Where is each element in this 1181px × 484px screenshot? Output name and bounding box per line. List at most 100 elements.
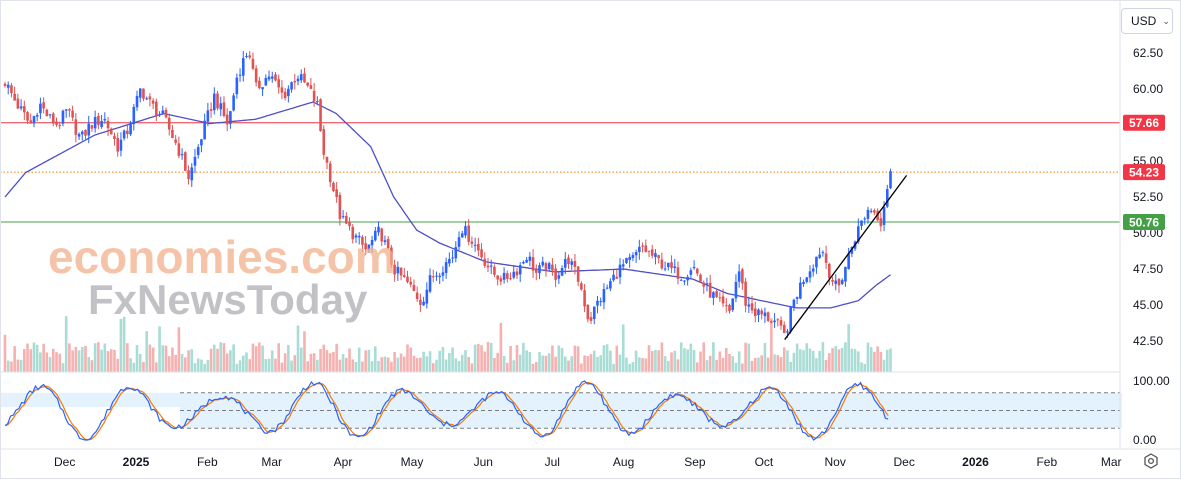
candle-body (148, 96, 152, 100)
candle-body (161, 110, 165, 114)
candle-body (544, 263, 548, 270)
candle (235, 73, 239, 99)
candle-body (496, 275, 499, 280)
candle-body (97, 115, 100, 125)
volume-bar (708, 355, 712, 372)
candle-body (26, 112, 29, 121)
volume-bar (766, 357, 770, 372)
candle-body (270, 76, 274, 79)
candle-body (554, 268, 557, 280)
candle-body (493, 266, 496, 275)
candle-body (354, 235, 358, 238)
candle-body (367, 244, 371, 250)
volume-bar (332, 351, 335, 372)
currency-selector[interactable]: USD ⌄ (1121, 8, 1173, 34)
volume-bar (258, 342, 261, 372)
volume-bar (644, 358, 648, 372)
candle (248, 51, 252, 60)
candle-body (882, 206, 886, 225)
candle (264, 74, 268, 86)
candle-body (863, 218, 867, 220)
volume-bar (93, 343, 97, 372)
candle (615, 269, 619, 280)
candle-body (766, 312, 770, 321)
settings-gear-icon[interactable] (1143, 453, 1159, 469)
volume-bar (325, 350, 329, 372)
volume-bar (90, 360, 94, 372)
volume-bar (32, 342, 36, 372)
candle-body (351, 226, 355, 240)
volume-bar (576, 346, 580, 372)
candle-body (789, 307, 792, 332)
volume-bar (541, 355, 545, 372)
candle-body (235, 77, 239, 95)
volume-bar (206, 359, 210, 372)
candle (251, 52, 255, 71)
candle (480, 243, 483, 261)
candle (557, 272, 561, 284)
candle-body (145, 98, 148, 100)
time-tick-label: Nov (825, 455, 846, 469)
volume-bar (502, 356, 506, 372)
volume-bar (357, 347, 361, 372)
volume-bar (853, 349, 857, 372)
volume-bar (512, 360, 516, 372)
volume-bar (441, 346, 445, 372)
volume-bar (190, 349, 194, 372)
candle (377, 221, 380, 236)
candle (254, 65, 258, 87)
candle-body (631, 255, 635, 258)
volume-bar (80, 347, 84, 372)
candle (464, 221, 467, 239)
volume-bar (345, 357, 348, 372)
candle-body (551, 264, 554, 271)
candle-body (770, 321, 773, 323)
candle (6, 81, 10, 95)
candle-body (757, 309, 760, 316)
volume-bar (287, 344, 290, 372)
volume-bar (525, 350, 528, 372)
candle-body (654, 253, 657, 257)
volume-bar (245, 352, 248, 372)
candle (605, 284, 609, 290)
candle (39, 97, 42, 120)
volume-bar (522, 342, 525, 372)
candle-body (753, 308, 757, 317)
candle-body (499, 278, 503, 282)
resistance-level-tag (1123, 114, 1165, 131)
price-tick-label: 62.50 (1133, 46, 1163, 60)
candle-body (274, 74, 277, 81)
candle-body (238, 74, 242, 76)
candle (16, 93, 20, 110)
candle-body (45, 109, 49, 117)
candle-body (258, 80, 261, 89)
candle (683, 280, 686, 286)
candle-body (721, 296, 725, 304)
candle-body (431, 276, 435, 278)
candle (457, 231, 461, 250)
candle (596, 295, 599, 314)
candle (409, 276, 413, 288)
volume-bar (528, 352, 532, 372)
volume-bar (254, 346, 258, 372)
candle-body (737, 271, 741, 282)
candle (32, 115, 36, 128)
volume-bar (586, 355, 590, 372)
candle (847, 247, 850, 270)
candle-body (87, 123, 91, 136)
volume-bar (132, 362, 136, 372)
candle-body (6, 84, 10, 88)
volume-bar (238, 360, 242, 372)
volume-bar (3, 334, 7, 372)
volume-bar (39, 352, 42, 372)
volume-bar (560, 348, 564, 372)
volume-bar (615, 345, 619, 372)
candle (187, 165, 190, 185)
candle (834, 274, 838, 291)
candle (122, 129, 126, 141)
candle (676, 261, 680, 285)
volume-bar (467, 357, 470, 372)
volume-bar (612, 363, 615, 372)
candle (741, 267, 744, 290)
